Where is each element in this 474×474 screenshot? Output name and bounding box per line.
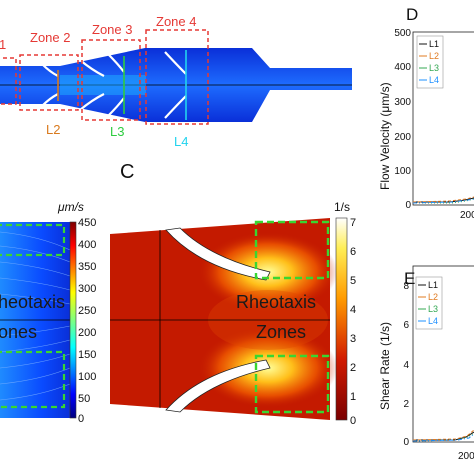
channel-diagram: 1 Zone 2 Zone 3 Zone 4 L2 L3 L4 — [0, 14, 352, 149]
legend-label-l1: L1 — [429, 39, 439, 49]
measurement-lines — [57, 50, 187, 120]
legend-label-l4: L4 — [429, 75, 439, 85]
svg-text:500: 500 — [394, 28, 411, 39]
panel-b-overlay-1: heotaxis — [0, 292, 65, 312]
svg-text:100: 100 — [78, 371, 96, 383]
svg-text:250: 250 — [78, 305, 96, 317]
panel-e-axes — [412, 265, 474, 443]
svg-text:3: 3 — [350, 333, 356, 345]
panel-c-overlay-2: Zones — [256, 322, 306, 342]
panel-e-ylabel: Shear Rate (1/s) — [378, 322, 392, 410]
rheotaxis-boxes-c — [254, 220, 330, 414]
panel-d-axes — [412, 31, 474, 206]
line-l2-label: L2 — [46, 122, 60, 137]
panel-e-xtick: 200 — [458, 451, 474, 462]
panel-d-ylabel: Flow Velocity (μm/s) — [378, 82, 392, 190]
svg-text:7: 7 — [350, 217, 356, 229]
svg-text:150: 150 — [78, 349, 96, 361]
legend-label-l2: L2 — [428, 292, 438, 302]
panel-d-curves — [412, 196, 474, 204]
svg-text:450: 450 — [78, 217, 96, 229]
panel-e-letter: E — [404, 269, 415, 288]
svg-text:50: 50 — [78, 393, 90, 405]
svg-text:200: 200 — [78, 327, 96, 339]
svg-text:1: 1 — [350, 391, 356, 403]
svg-text:400: 400 — [394, 62, 411, 73]
svg-text:6: 6 — [350, 246, 356, 258]
velocity-unit: μm/s — [57, 200, 84, 214]
panel-e-legend: L1 L2 L3 L4 — [415, 276, 443, 330]
panel-d-yticks: 500 400 300 200 100 0 — [394, 28, 411, 211]
rheotaxis-boxes-b — [0, 223, 66, 409]
panel-e-curves — [412, 429, 474, 442]
svg-text:8: 8 — [403, 281, 409, 292]
panel-e-yticks: 8 6 4 2 0 — [403, 281, 409, 448]
svg-text:2: 2 — [403, 399, 409, 410]
legend-label-l2: L2 — [429, 51, 439, 61]
line-l4-label: L4 — [174, 134, 188, 149]
flow-core — [60, 75, 146, 95]
legend-label-l4: L4 — [428, 316, 438, 326]
svg-text:4: 4 — [403, 360, 409, 371]
zone-4-label: Zone 4 — [156, 14, 196, 29]
panel-d-legend: L1 L2 L3 L4 — [416, 35, 444, 89]
panel-b: heotaxis ones μm/s 450 400 350 300 250 2… — [0, 200, 96, 425]
svg-text:0: 0 — [405, 200, 411, 211]
svg-text:0: 0 — [403, 437, 409, 448]
velocity-colorbar — [69, 221, 77, 419]
panel-e: E Shear Rate (1/s) 8 6 4 2 0 200 L1L2L3L… — [378, 265, 474, 462]
panel-d: D Flow Velocity (μm/s) 500 400 300 200 1… — [378, 5, 474, 221]
svg-text:300: 300 — [78, 283, 96, 295]
velocity-colorbar-ticks: 450 400 350 300 250 200 150 100 50 0 — [78, 217, 96, 425]
leaflet-bottom — [165, 359, 271, 413]
panel-c-letter: C — [120, 161, 134, 183]
svg-text:6: 6 — [403, 320, 409, 331]
svg-text:2: 2 — [350, 362, 356, 374]
panel-d-xtick: 200 — [460, 210, 474, 221]
line-l3-label: L3 — [110, 124, 124, 139]
shear-colorbar-ticks: 7 6 5 4 3 2 1 0 — [350, 217, 356, 427]
shear-unit: 1/s — [334, 200, 350, 214]
svg-text:0: 0 — [350, 415, 356, 427]
legend-label-l3: L3 — [429, 63, 439, 73]
svg-text:4: 4 — [350, 304, 356, 316]
zone-3-label: Zone 3 — [92, 22, 132, 37]
leaflet-top — [165, 227, 271, 281]
panel-d-letter: D — [406, 5, 418, 24]
svg-text:200: 200 — [394, 132, 411, 143]
zone-2-label: Zone 2 — [30, 30, 70, 45]
svg-text:0: 0 — [78, 413, 84, 425]
svg-text:350: 350 — [78, 261, 96, 273]
panel-c: C Rheotaxis Zones 1/s 7 6 5 4 3 2 1 0 — [110, 161, 356, 427]
panel-b-overlay-2: ones — [0, 322, 37, 342]
zone-boxes — [0, 29, 209, 125]
shear-colorbar — [335, 217, 348, 421]
legend-label-l1: L1 — [428, 280, 438, 290]
zone-1-label: 1 — [0, 37, 6, 52]
panel-c-overlay-1: Rheotaxis — [236, 292, 316, 312]
svg-text:300: 300 — [394, 97, 411, 108]
svg-text:400: 400 — [78, 239, 96, 251]
svg-text:5: 5 — [350, 275, 356, 287]
svg-text:100: 100 — [394, 166, 411, 177]
legend-label-l3: L3 — [428, 304, 438, 314]
